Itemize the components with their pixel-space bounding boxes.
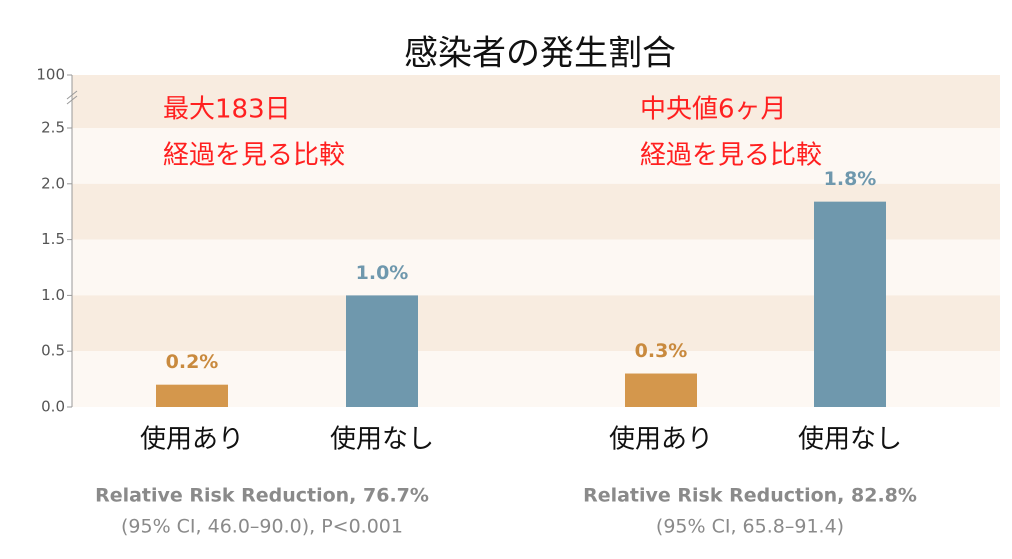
bar: [625, 373, 697, 407]
value-label: 1.8%: [824, 168, 877, 190]
band: [72, 75, 1000, 128]
bar: [156, 384, 228, 407]
bar: [814, 201, 886, 407]
x-tick-label: 使用なし: [330, 425, 434, 455]
annotation: 最大183日: [163, 95, 291, 125]
y-tick-label: 2.5: [41, 119, 65, 137]
y-tick-label: 2.0: [41, 174, 65, 192]
value-label: 0.3%: [635, 340, 688, 362]
y-tick-label: 0.0: [41, 398, 65, 416]
axis-break: [66, 95, 78, 105]
y-tick-label: 100: [36, 66, 65, 84]
axis-break: [66, 90, 78, 100]
y-tick-label: 0.5: [41, 342, 65, 360]
footnote: Relative Risk Reduction, 76.7%: [95, 485, 429, 507]
band: [72, 128, 1000, 184]
y-tick-label: 1.5: [41, 230, 65, 248]
footnote: (95% CI, 65.8–91.4): [656, 516, 844, 538]
x-tick-label: 使用なし: [798, 425, 902, 455]
footnote: Relative Risk Reduction, 82.8%: [583, 485, 917, 507]
annotation: 経過を見る比較: [640, 141, 822, 171]
value-label: 1.0%: [356, 262, 409, 284]
x-tick-label: 使用あり: [140, 425, 244, 455]
value-label: 0.2%: [166, 351, 219, 373]
bar: [346, 295, 418, 407]
annotation: 中央値6ヶ月: [640, 95, 787, 125]
y-tick-label: 1.0: [41, 286, 65, 304]
annotation: 経過を見る比較: [163, 141, 345, 171]
x-tick-label: 使用あり: [609, 425, 713, 455]
chart-title: 感染者の発生割合: [404, 34, 676, 74]
footnote: (95% CI, 46.0–90.0), P<0.001: [121, 516, 403, 538]
